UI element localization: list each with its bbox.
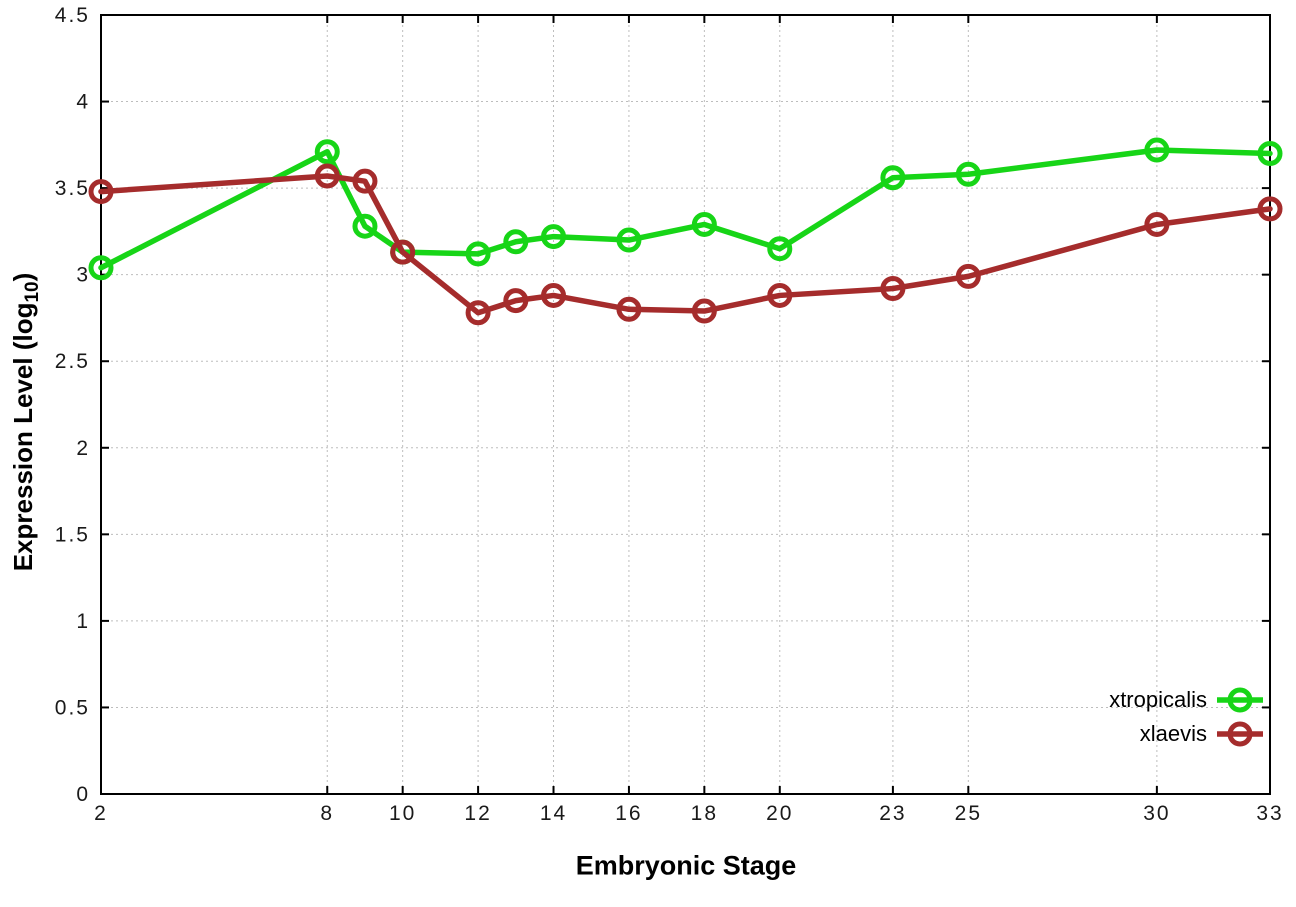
data-point-xtropicalis	[1144, 137, 1170, 163]
series-line-xtropicalis	[98, 147, 1273, 271]
data-point-xtropicalis	[352, 213, 378, 239]
y-tick-label: 4.5	[55, 4, 90, 27]
data-point-xtropicalis	[616, 227, 642, 253]
data-point-xlaevis	[1144, 211, 1170, 237]
y-tick-label: 1.5	[55, 523, 90, 546]
x-tick-label: 25	[955, 802, 982, 825]
x-tick-label: 30	[1143, 802, 1170, 825]
y-tick-label: 1	[76, 610, 90, 633]
data-point-xtropicalis	[465, 241, 491, 267]
x-tick-label: 12	[464, 802, 491, 825]
x-tick-label: 2	[94, 802, 108, 825]
data-point-xtropicalis	[503, 229, 529, 255]
y-tick-label: 0.5	[55, 696, 90, 719]
legend: xtropicalis xlaevis	[1109, 684, 1264, 750]
x-tick-label: 10	[389, 802, 416, 825]
x-tick-label: 23	[879, 802, 906, 825]
data-point-xtropicalis	[880, 165, 906, 191]
data-point-xlaevis	[880, 276, 906, 302]
legend-entry-xtropicalis: xtropicalis	[1109, 684, 1264, 716]
x-tick-label: 33	[1256, 802, 1283, 825]
data-point-xlaevis	[541, 282, 567, 308]
legend-entry-xlaevis: xlaevis	[1109, 718, 1264, 750]
data-point-xlaevis	[390, 239, 416, 265]
data-point-xlaevis	[767, 282, 793, 308]
data-point-xlaevis	[616, 296, 642, 322]
y-tick-label: 0	[76, 783, 90, 806]
legend-label-xtropicalis: xtropicalis	[1109, 687, 1207, 712]
data-point-xtropicalis	[955, 161, 981, 187]
legend-marker-xlaevis	[1217, 721, 1263, 747]
data-point-xlaevis	[465, 300, 491, 326]
y-axis-title-text: Expression Level (log	[8, 302, 38, 572]
data-point-xlaevis	[1257, 196, 1283, 222]
x-axis-title: Embryonic Stage	[575, 850, 797, 881]
y-tick-label: 2.5	[55, 350, 90, 373]
legend-label-xlaevis: xlaevis	[1139, 721, 1207, 746]
data-point-xtropicalis	[1257, 140, 1283, 166]
y-axis-title-subscript: 10	[22, 281, 43, 303]
x-tick-label: 16	[615, 802, 642, 825]
data-point-xlaevis	[88, 179, 114, 205]
data-point-xlaevis	[691, 298, 717, 324]
data-point-xlaevis	[314, 163, 340, 189]
series-line-xlaevis	[98, 173, 1273, 316]
data-point-xlaevis	[352, 168, 378, 194]
x-tick-label: 20	[766, 802, 793, 825]
y-tick-label: 4	[76, 91, 90, 114]
y-axis-title: Expression Level (log10)	[8, 273, 44, 572]
y-tick-label: 3.5	[55, 177, 90, 200]
x-tick-label: 8	[320, 802, 334, 825]
legend-marker-xtropicalis	[1217, 687, 1263, 713]
data-point-xtropicalis	[314, 139, 340, 165]
x-tick-label: 14	[540, 802, 567, 825]
data-point-xtropicalis	[541, 224, 567, 250]
data-point-xtropicalis	[88, 255, 114, 281]
y-tick-label: 3	[76, 264, 90, 287]
y-axis-title-suffix: )	[8, 272, 38, 282]
data-point-xtropicalis	[691, 211, 717, 237]
data-point-xlaevis	[503, 288, 529, 314]
y-tick-label: 2	[76, 437, 90, 460]
data-point-xlaevis	[955, 263, 981, 289]
data-point-xtropicalis	[767, 236, 793, 262]
x-tick-label: 18	[691, 802, 718, 825]
